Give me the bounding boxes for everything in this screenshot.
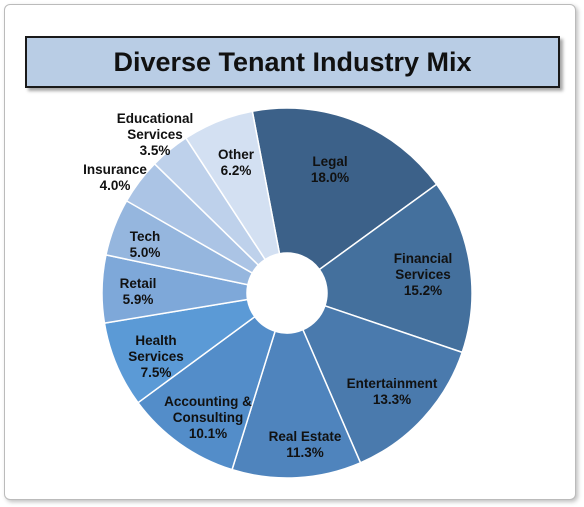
slice-label: Real Estate 11.3% xyxy=(255,429,355,461)
value-label: 15.2% xyxy=(403,283,443,298)
value-label: 13.3% xyxy=(372,392,412,407)
value-label: 7.5% xyxy=(140,365,172,380)
slice xyxy=(251,107,438,271)
category-label: Legal xyxy=(312,154,348,169)
slice-label: Financial Services 15.2% xyxy=(368,251,478,299)
category-label: Financial Services xyxy=(393,251,453,282)
slice xyxy=(184,110,281,261)
category-label: Accounting & Consulting xyxy=(164,394,252,425)
category-label: Health Services xyxy=(128,333,184,364)
category-label: Real Estate xyxy=(268,429,342,444)
chart-title: Diverse Tenant Industry Mix xyxy=(25,36,560,88)
slice-label: Entertainment 13.3% xyxy=(332,376,452,408)
value-label: 18.0% xyxy=(310,170,350,185)
slice-label: Insurance 4.0% xyxy=(70,162,160,194)
category-label: Retail xyxy=(119,276,157,291)
slice-label: Educational Services 3.5% xyxy=(100,111,210,159)
value-label: 5.0% xyxy=(129,245,161,260)
slice xyxy=(301,304,464,464)
value-label: 5.9% xyxy=(122,292,154,307)
category-label: Educational Services xyxy=(116,111,194,142)
value-label: 4.0% xyxy=(99,178,131,193)
value-label: 10.1% xyxy=(188,426,228,441)
category-label: Insurance xyxy=(83,162,147,177)
slice-label: Retail 5.9% xyxy=(103,276,173,308)
slice xyxy=(136,315,277,471)
slice-label: Legal 18.0% xyxy=(285,154,375,186)
category-label: Other xyxy=(217,147,254,162)
category-label: Entertainment xyxy=(346,376,438,391)
category-label: Tech xyxy=(129,229,161,244)
value-label: 11.3% xyxy=(286,445,324,460)
slice xyxy=(318,183,473,354)
value-label: 3.5% xyxy=(139,143,171,158)
slice-label: Health Services 7.5% xyxy=(111,333,201,381)
slice-label: Accounting & Consulting 10.1% xyxy=(153,394,263,442)
slice-label: Other 6.2% xyxy=(206,147,266,179)
value-label: 6.2% xyxy=(220,163,252,178)
slice-label: Tech 5.0% xyxy=(115,229,175,261)
